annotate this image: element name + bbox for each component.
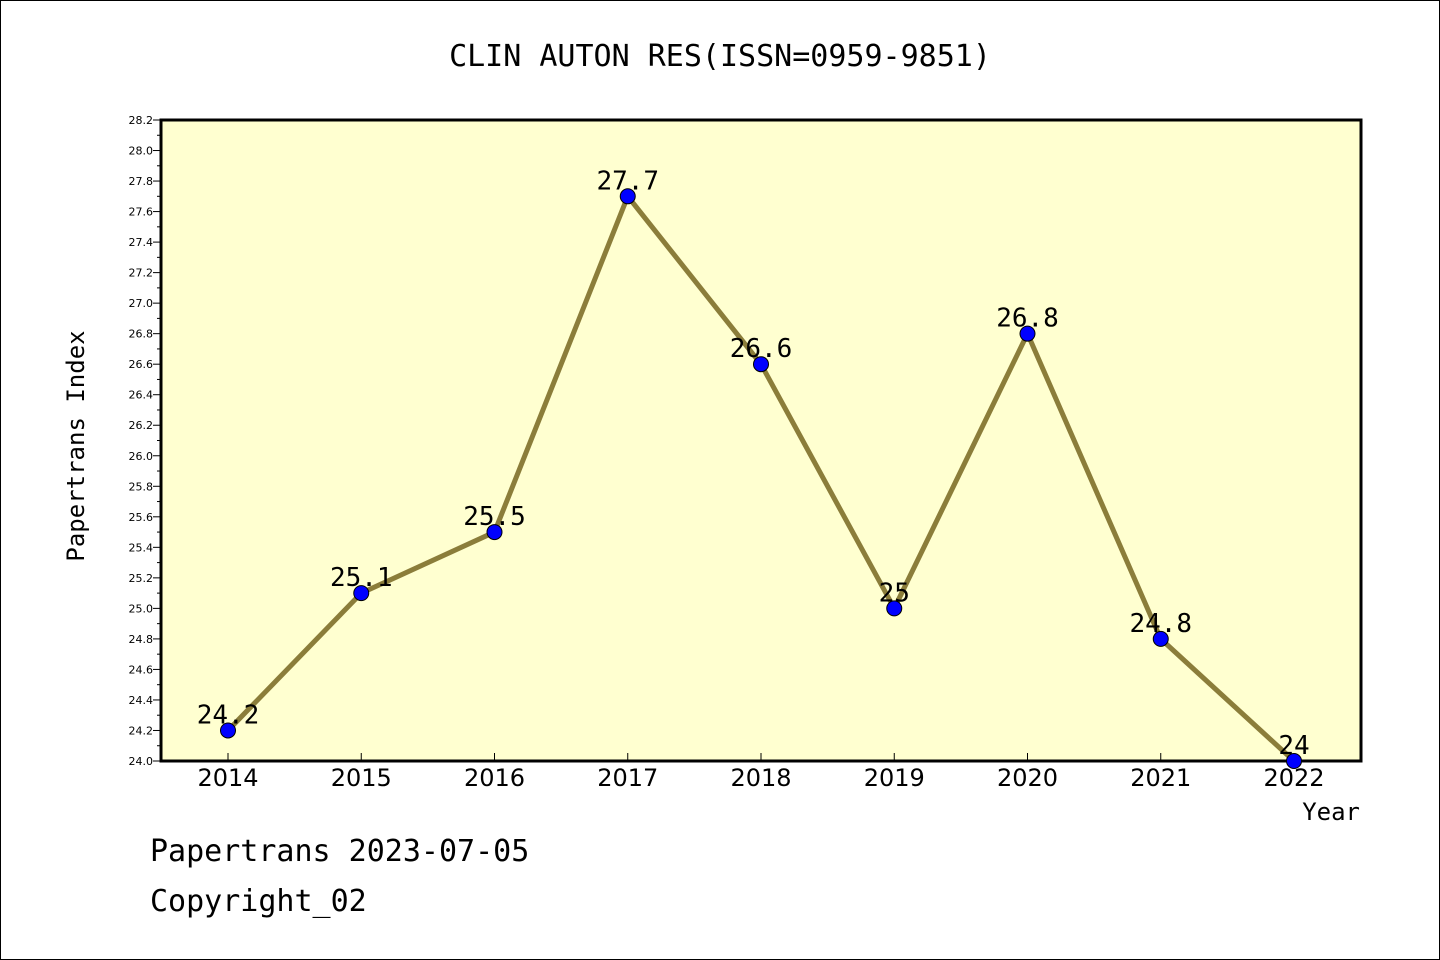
y-tick-label: 24.8 (129, 633, 154, 646)
data-points (220, 188, 1302, 769)
y-tick-label: 28.0 (129, 145, 154, 158)
data-point (486, 524, 503, 541)
y-tick-label: 24.4 (129, 694, 154, 707)
y-tick-label: 27.0 (129, 297, 154, 310)
footer-date: Papertrans 2023-07-05 (150, 834, 530, 869)
y-tick-label: 27.8 (129, 175, 154, 188)
y-tick-label: 27.4 (129, 236, 154, 249)
data-point (1286, 753, 1302, 769)
y-tick-label: 25.6 (129, 511, 154, 524)
y-tick-label: 26.8 (129, 328, 154, 341)
data-point (1152, 630, 1169, 647)
x-tick-label: 2017 (597, 764, 658, 792)
plot-area (159, 118, 1363, 763)
data-label: 24.8 (1129, 609, 1192, 639)
y-tick-label: 25.4 (129, 541, 154, 554)
x-tick-label: 2020 (997, 764, 1058, 792)
data-point (353, 585, 370, 602)
data-label: 25.1 (330, 563, 393, 593)
x-tick-label: 2019 (864, 764, 925, 792)
data-point (886, 600, 903, 617)
data-point (220, 722, 236, 739)
y-tick-label: 24.0 (129, 755, 154, 768)
data-point (1019, 325, 1036, 342)
y-tick-label: 26.2 (129, 419, 154, 432)
data-label: 27.7 (596, 166, 659, 196)
footer-copyright: Copyright_02 (150, 884, 367, 919)
y-axis-ticks: 24.0 24.2 24.4 24.6 24.8 25.0 25.2 25.4 25.6 25.8… (129, 114, 161, 768)
x-tick-label: 2014 (197, 764, 258, 792)
data-label: 25.5 (463, 502, 526, 532)
data-label: 26.6 (730, 334, 793, 364)
data-label: 24 (1278, 731, 1309, 761)
data-label: 24.2 (197, 700, 260, 730)
x-tick-label: 2018 (730, 764, 791, 792)
data-point (753, 356, 769, 373)
y-tick-label: 24.6 (129, 663, 154, 676)
data-label: 25 (879, 578, 910, 608)
y-tick-label: 26.4 (129, 389, 154, 402)
y-tick-label: 27.2 (129, 267, 154, 280)
y-tick-label: 28.2 (129, 114, 154, 127)
data-point (619, 188, 636, 205)
y-tick-label: 25.8 (129, 480, 154, 493)
y-tick-label: 26.0 (129, 450, 154, 463)
y-tick-label: 27.6 (129, 206, 154, 219)
data-labels: 24.2 25.1 25.5 27.7 26.6 25 26.8 24.8 24 (197, 166, 1310, 761)
x-tick-label: 2016 (464, 764, 525, 792)
y-tick-label: 26.6 (129, 358, 154, 371)
x-axis-ticks: 2014 2015 2016 2017 2018 2019 2020 2021 2022 (197, 753, 1325, 792)
x-tick-label: 2015 (331, 764, 392, 792)
x-axis-label: Year (1302, 798, 1360, 826)
y-axis-label: Papertrans Index (62, 330, 90, 561)
chart-title: CLIN AUTON RES(ISSN=0959-9851) (449, 39, 991, 74)
y-tick-label: 24.2 (129, 724, 154, 737)
y-tick-label: 25.2 (129, 572, 154, 585)
y-tick-label: 25.0 (129, 602, 154, 615)
data-label: 26.8 (996, 304, 1059, 334)
x-tick-label: 2021 (1130, 764, 1191, 792)
